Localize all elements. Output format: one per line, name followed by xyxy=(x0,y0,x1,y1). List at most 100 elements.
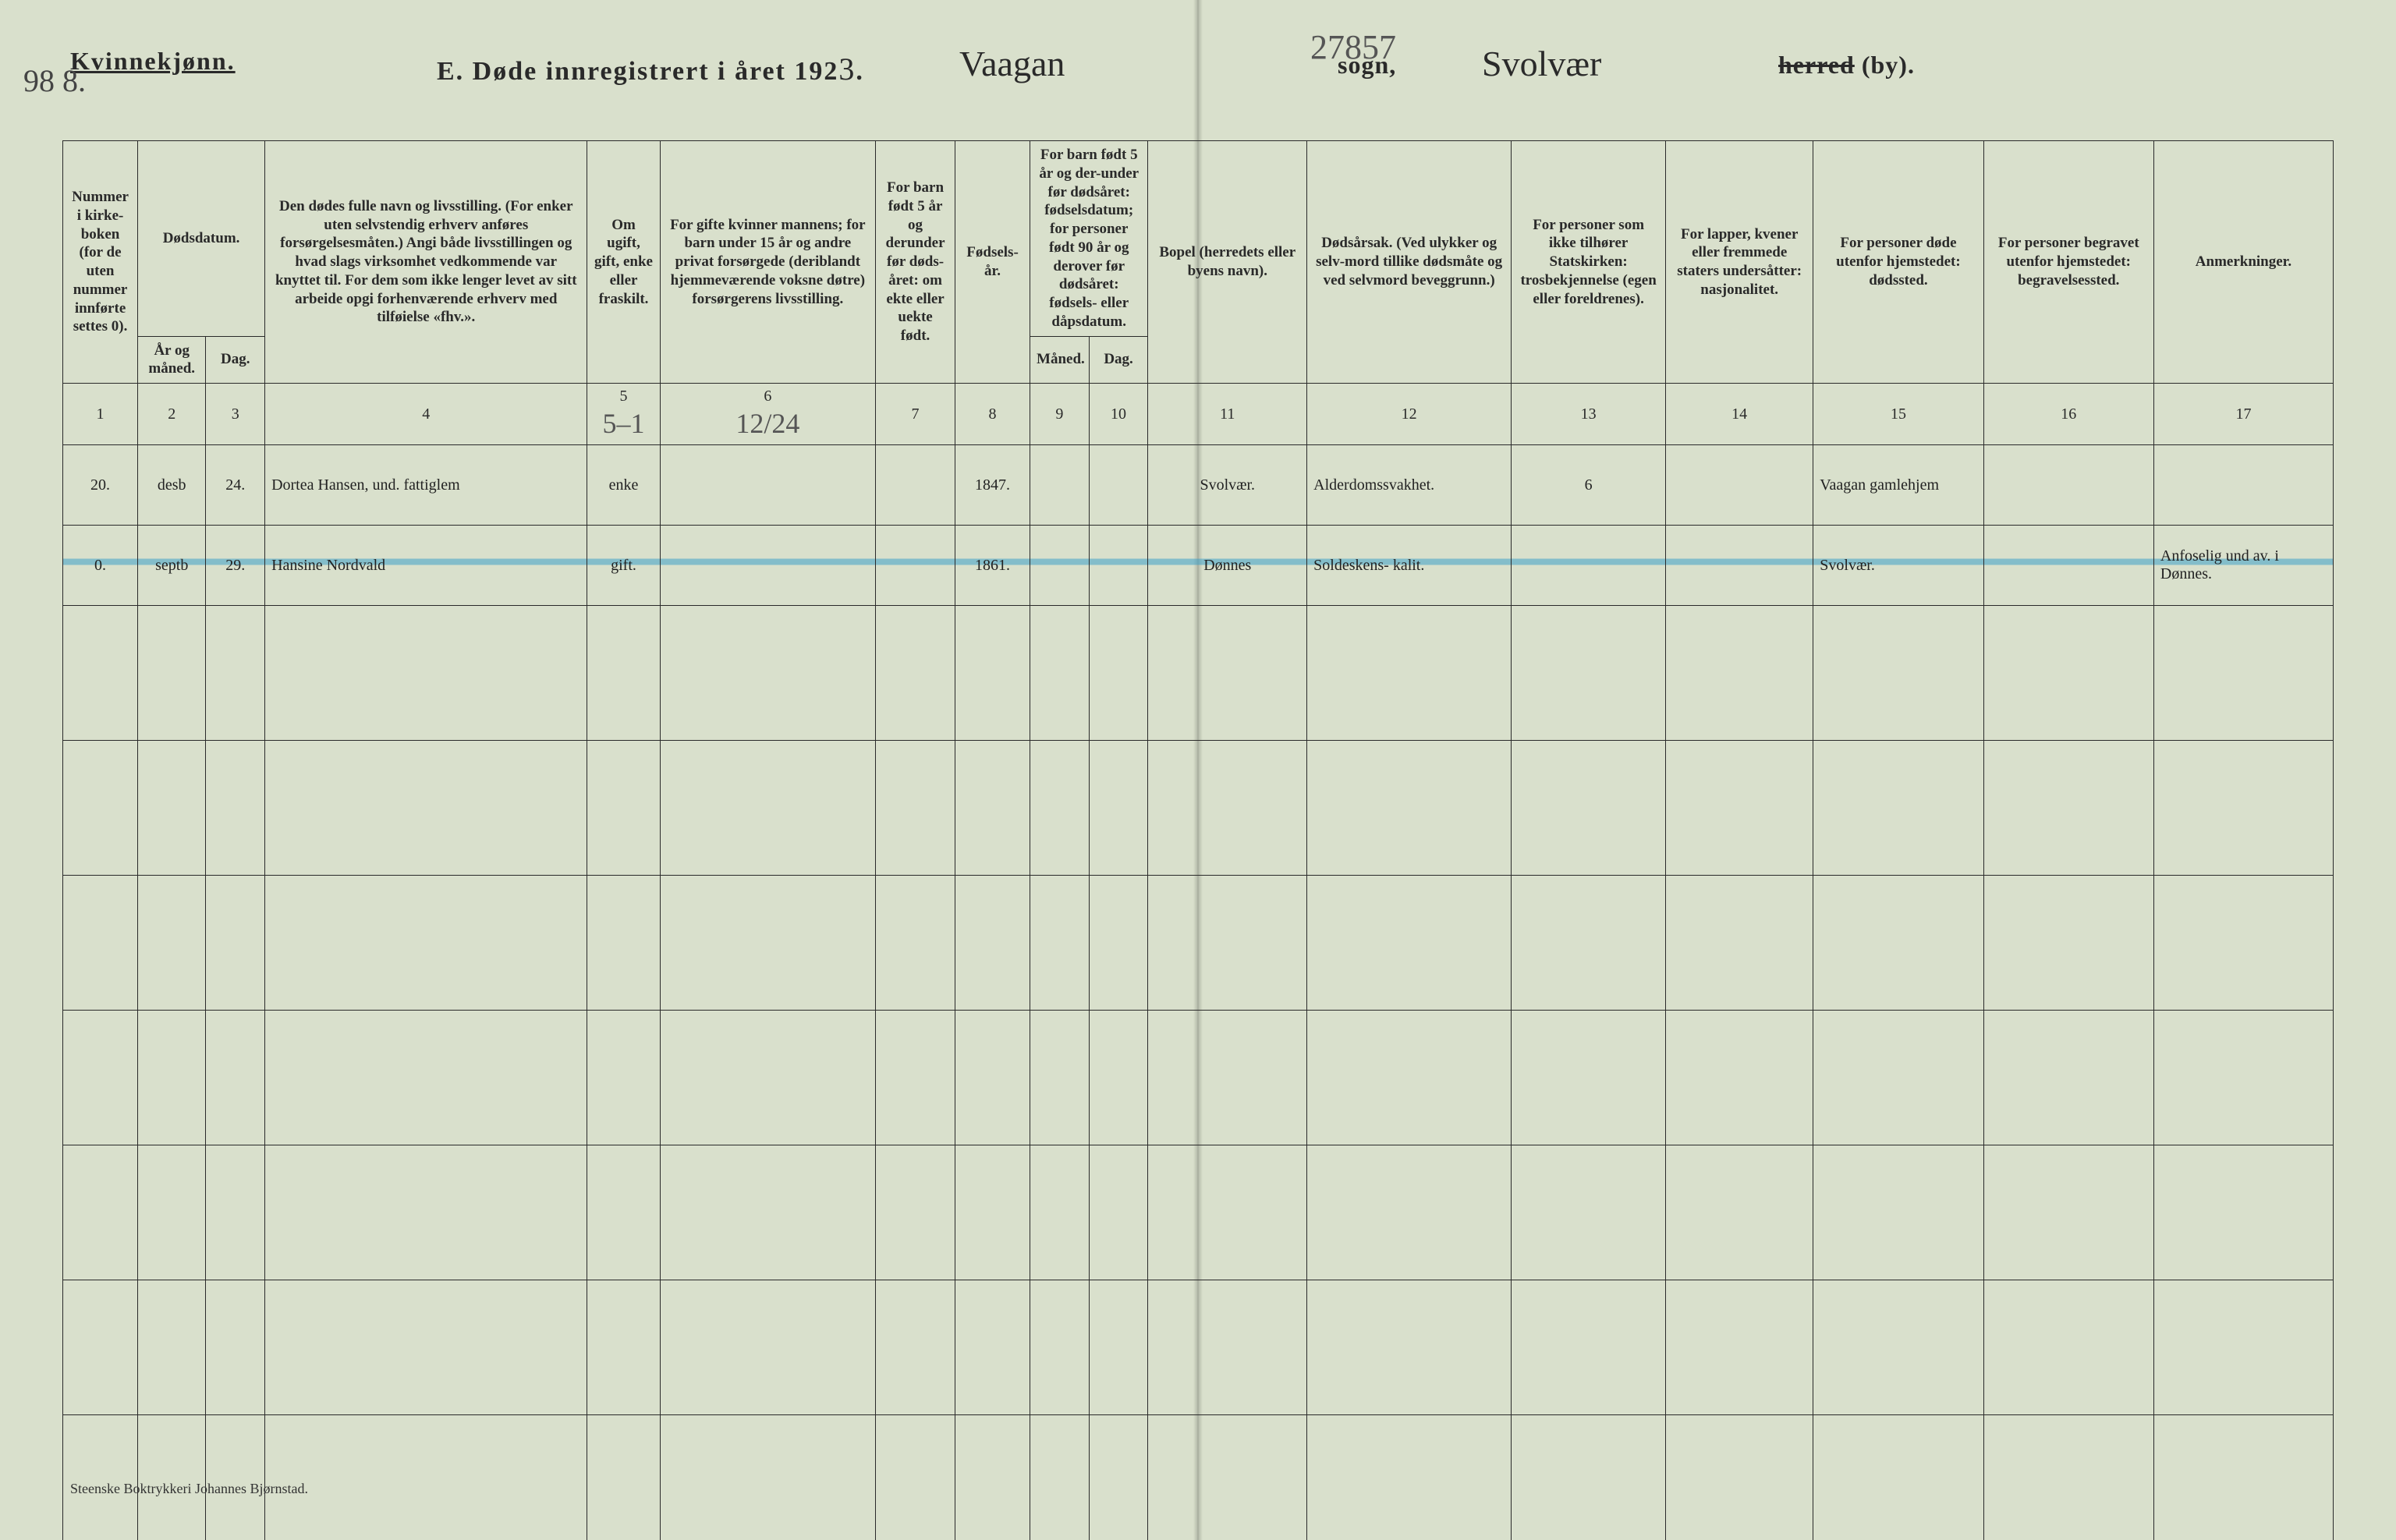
col-6-head: For gifte kvinner mannens; for barn unde… xyxy=(660,141,876,384)
title-main: E. Døde innregistrert i året 1923. xyxy=(437,51,864,87)
table-row-blank xyxy=(63,1011,2334,1145)
col-3-sub: Dag. xyxy=(206,336,265,384)
cell-residence: Svolvær. xyxy=(1148,445,1307,526)
herred-tail: (by). xyxy=(1855,51,1915,79)
title-year-hand: 3 xyxy=(838,51,856,87)
sogn-name-hand: Vaagan xyxy=(959,43,1065,84)
cn-6-overwrite: 12/24 xyxy=(735,408,799,439)
cn-15: 15 xyxy=(1813,384,1983,445)
herred-strike: herred xyxy=(1778,51,1855,79)
table-row: 20. desb 24. Dortea Hansen, und. fattigl… xyxy=(63,445,2334,526)
cell-civil: gift. xyxy=(587,526,660,606)
col-10-sub: Dag. xyxy=(1089,336,1148,384)
herred-name-hand: Svolvær xyxy=(1482,43,1601,84)
cell-no: 20. xyxy=(63,445,138,526)
head-row-1: Nummer i kirke-boken (for de uten nummer… xyxy=(63,141,2334,337)
ledger-table: Nummer i kirke-boken (for de uten nummer… xyxy=(62,140,2334,1540)
col-9-10-top: For barn født 5 år og der-under før døds… xyxy=(1030,141,1148,337)
cell-death-place: Vaagan gamlehjem xyxy=(1813,445,1983,526)
ledger-body: 20. desb 24. Dortea Hansen, und. fattigl… xyxy=(63,445,2334,1540)
cell-no: 0. xyxy=(63,526,138,606)
gender-label: Kvinnekjønn. xyxy=(70,47,236,76)
table-row-blank xyxy=(63,1280,2334,1415)
cell-residence: Dønnes xyxy=(1148,526,1307,606)
printer-credit: Steenske Boktrykkeri Johannes Bjørnstad. xyxy=(70,1481,308,1497)
col-5-head: Om ugift, gift, enke eller fraskilt. xyxy=(587,141,660,384)
table-row-blank xyxy=(63,876,2334,1011)
cn-12: 12 xyxy=(1307,384,1512,445)
cn-5-num: 5 xyxy=(620,388,628,405)
page: Kvinnekjønn. 98 8. E. Døde innregistrert… xyxy=(0,0,2396,1540)
col-17-head: Anmerkninger. xyxy=(2153,141,2333,384)
cell-cause: Soldeskens- kalit. xyxy=(1307,526,1512,606)
cell-month: septb xyxy=(138,526,206,606)
page-number-handwritten: 98 8. xyxy=(23,62,86,99)
cell-faith: 6 xyxy=(1512,445,1666,526)
col-12-head: Dødsårsak. (Ved ulykker og selv-mord til… xyxy=(1307,141,1512,384)
cell-cause: Alderdomssvakhet. xyxy=(1307,445,1512,526)
ledger-head: Nummer i kirke-boken (for de uten nummer… xyxy=(63,141,2334,445)
herred-label: herred (by). xyxy=(1778,51,1915,80)
cell-provider xyxy=(660,526,876,606)
table-row-blank xyxy=(63,1145,2334,1280)
cell-death-place: Svolvær. xyxy=(1813,526,1983,606)
col-15-head: For personer døde utenfor hjemstedet: dø… xyxy=(1813,141,1983,384)
cn-13: 13 xyxy=(1512,384,1666,445)
cn-11: 11 xyxy=(1148,384,1307,445)
cell-nationality xyxy=(1666,445,1813,526)
cell-legit xyxy=(876,445,955,526)
cell-day: 29. xyxy=(206,526,265,606)
col-14-head: For lapper, kvener eller fremmede stater… xyxy=(1666,141,1813,384)
col-11-head: Bopel (herredets eller byens navn). xyxy=(1148,141,1307,384)
cn-6-num: 6 xyxy=(764,388,771,405)
cn-4: 4 xyxy=(265,384,587,445)
col-2-3-top: Dødsdatum. xyxy=(138,141,265,337)
cell-name: Hansine Nordvald xyxy=(265,526,587,606)
col-2-sub: År og måned. xyxy=(138,336,206,384)
col-16-head: For personer begravet utenfor hjemstedet… xyxy=(1983,141,2153,384)
col-4-head: Den dødes fulle navn og livsstilling. (F… xyxy=(265,141,587,384)
cn-6: 6 12/24 xyxy=(660,384,876,445)
cn-3: 3 xyxy=(206,384,265,445)
cell-faith xyxy=(1512,526,1666,606)
table-row: 0. septb 29. Hansine Nordvald gift. 1861… xyxy=(63,526,2334,606)
col-8-head: Fødsels-år. xyxy=(955,141,1030,384)
cn-10: 10 xyxy=(1089,384,1148,445)
cell-remarks: Anfoselig und av. i Dønnes. xyxy=(2153,526,2333,606)
cn-9: 9 xyxy=(1030,384,1090,445)
cn-5-overwrite: 5–1 xyxy=(603,408,645,439)
table-row-blank xyxy=(63,741,2334,876)
cell-burial-place xyxy=(1983,445,2153,526)
cell-provider xyxy=(660,445,876,526)
title-suffix: . xyxy=(856,57,864,86)
cell-nationality xyxy=(1666,526,1813,606)
cell-month: desb xyxy=(138,445,206,526)
col-7-head: For barn født 5 år og derunder før døds-… xyxy=(876,141,955,384)
title-prefix: E. Døde innregistrert i året 192 xyxy=(437,57,838,86)
cell-birth-year: 1847. xyxy=(955,445,1030,526)
head-colnums: 1 2 3 4 5 5–1 6 12/24 7 8 9 10 xyxy=(63,384,2334,445)
cn-8: 8 xyxy=(955,384,1030,445)
col-13-head: For personer som ikke tilhører Statskirk… xyxy=(1512,141,1666,384)
cn-16: 16 xyxy=(1983,384,2153,445)
cn-2: 2 xyxy=(138,384,206,445)
cn-1: 1 xyxy=(63,384,138,445)
ledger-table-wrap: Nummer i kirke-boken (for de uten nummer… xyxy=(62,140,2334,1540)
cn-7: 7 xyxy=(876,384,955,445)
cn-5: 5 5–1 xyxy=(587,384,660,445)
col-9-sub: Måned. xyxy=(1030,336,1090,384)
table-row-blank xyxy=(63,606,2334,741)
cell-name: Dortea Hansen, und. fattiglem xyxy=(265,445,587,526)
cell-birth-m xyxy=(1030,526,1090,606)
cell-remarks xyxy=(2153,445,2333,526)
cell-civil: enke xyxy=(587,445,660,526)
sogn-label: sogn, xyxy=(1338,51,1396,80)
cell-birth-d xyxy=(1089,445,1148,526)
cell-birth-year: 1861. xyxy=(955,526,1030,606)
cn-17: 17 xyxy=(2153,384,2333,445)
cell-birth-m xyxy=(1030,445,1090,526)
cn-14: 14 xyxy=(1666,384,1813,445)
col-1-head: Nummer i kirke-boken (for de uten nummer… xyxy=(63,141,138,384)
table-row-blank xyxy=(63,1415,2334,1540)
cell-burial-place xyxy=(1983,526,2153,606)
